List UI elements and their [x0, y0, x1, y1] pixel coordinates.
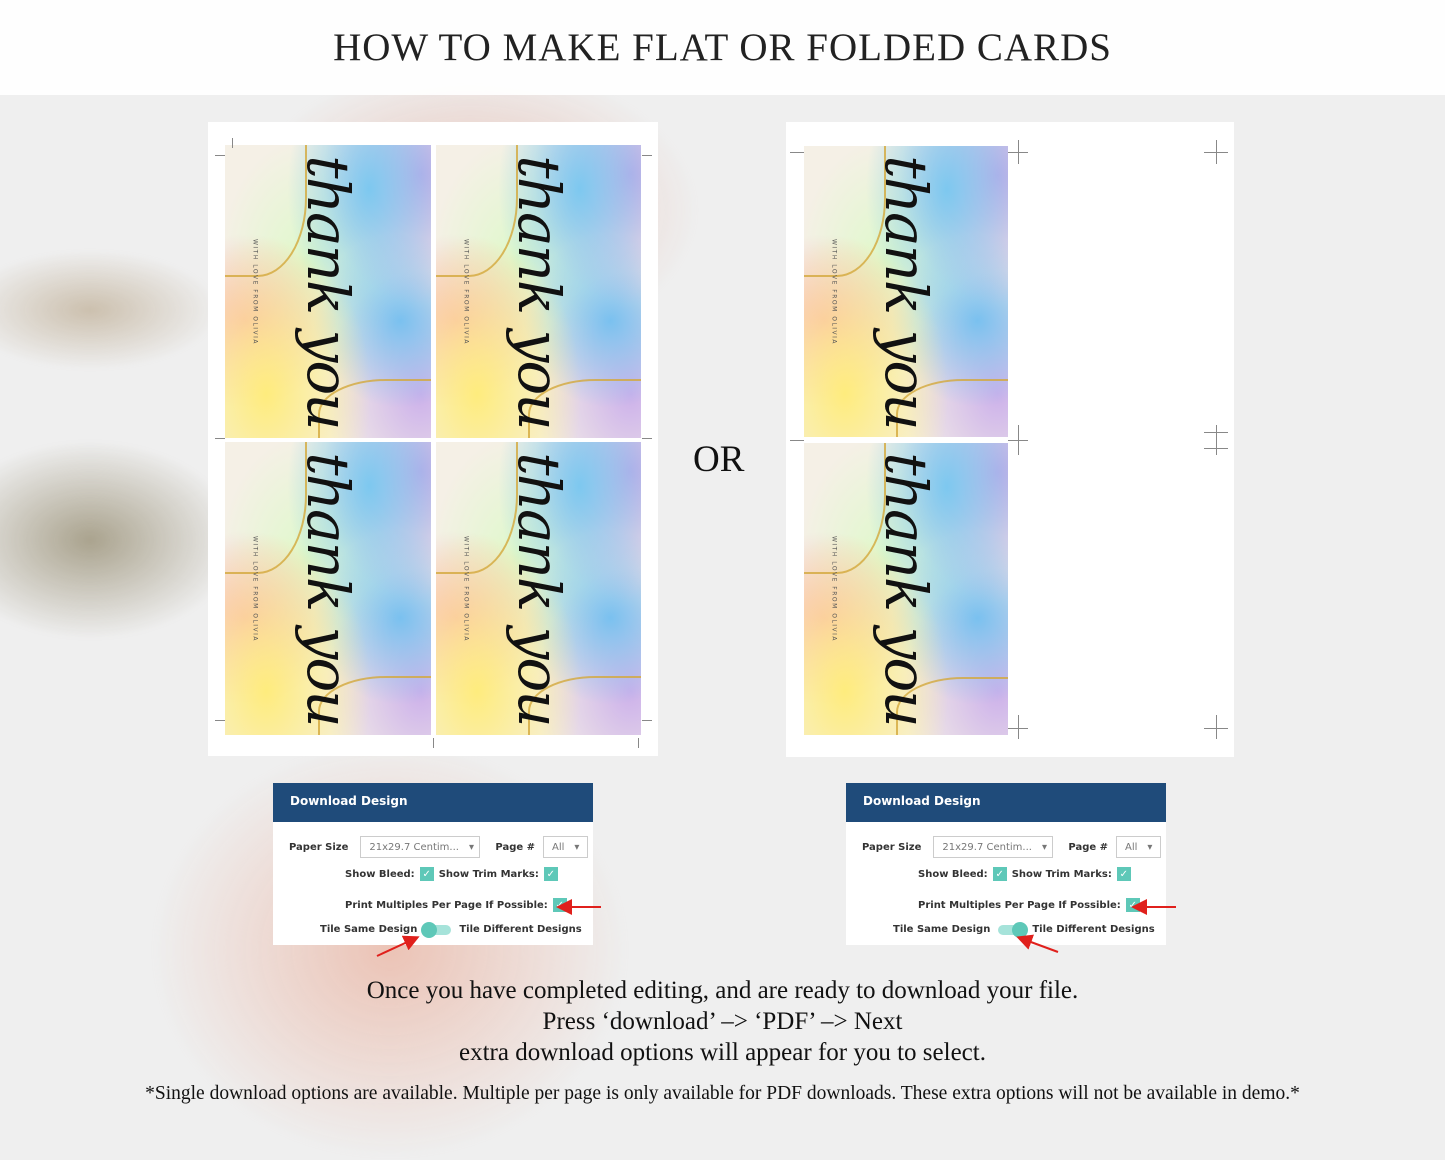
- paper-size-label: Paper Size: [289, 841, 349, 853]
- panel-header: Download Design: [273, 783, 593, 822]
- show-trim-checkbox[interactable]: ✓: [1116, 867, 1131, 881]
- show-bleed-checkbox[interactable]: ✓: [419, 867, 434, 881]
- trim-mark: [1204, 152, 1228, 153]
- paper-size-value: 21x29.7 Centim...: [942, 841, 1032, 853]
- trim-mark: [232, 138, 233, 148]
- thank-you-card: thank you WITH LOVE FROM OLIVIA: [225, 442, 431, 735]
- trim-mark: [790, 440, 804, 441]
- show-bleed-checkbox[interactable]: ✓: [992, 867, 1007, 881]
- or-separator: OR: [693, 439, 745, 480]
- thank-you-card: thank you WITH LOVE FROM OLIVIA: [804, 146, 1008, 437]
- page-label: Page #: [495, 841, 536, 853]
- trim-mark: [790, 152, 804, 153]
- arrow-icon: [376, 935, 420, 957]
- tile-different-label: Tile Different Designs: [459, 924, 582, 935]
- page-title: HOW TO MAKE FLAT OR FOLDED CARDS: [333, 26, 1112, 69]
- trim-mark: [642, 155, 652, 156]
- gold-foil: [317, 379, 431, 438]
- footnote: *Single download options are available. …: [145, 1083, 1300, 1104]
- trim-mark: [215, 438, 225, 439]
- tile-different-label: Tile Different Designs: [1032, 924, 1155, 935]
- gold-foil: [528, 379, 641, 438]
- tile-same-label: Tile Same Design: [320, 924, 418, 935]
- gold-foil: [804, 146, 886, 277]
- thank-you-card: thank you WITH LOVE FROM OLIVIA: [804, 443, 1008, 735]
- paper-size-select[interactable]: 21x29.7 Centim... ▾: [360, 836, 481, 858]
- trim-mark: [1204, 448, 1228, 449]
- show-bleed-label: Show Bleed:: [918, 868, 988, 880]
- tile-mode-toggle[interactable]: [421, 921, 452, 938]
- thank-you-card: thank you WITH LOVE FROM OLIVIA: [436, 145, 641, 438]
- trim-mark: [1018, 715, 1019, 739]
- page-select[interactable]: All ▾: [1116, 836, 1162, 858]
- multiples-label: Print Multiples Per Page If Possible:: [345, 899, 548, 911]
- page-value: All: [552, 841, 565, 853]
- chevron-down-icon: ▾: [468, 841, 474, 853]
- gold-foil: [528, 676, 641, 735]
- paper-size-value: 21x29.7 Centim...: [369, 841, 459, 853]
- chevron-down-icon: ▾: [1041, 841, 1047, 853]
- trim-mark: [642, 438, 652, 439]
- gold-foil: [895, 676, 1008, 735]
- chevron-down-icon: ▾: [1147, 841, 1153, 853]
- trim-mark: [1216, 425, 1217, 455]
- trim-mark: [215, 155, 225, 156]
- instruction-line: Press ‘download’ –> ‘PDF’ –> Next: [542, 1008, 903, 1035]
- show-bleed-label: Show Bleed:: [345, 868, 415, 880]
- trim-mark: [642, 720, 652, 721]
- panel-header: Download Design: [846, 783, 1166, 822]
- trim-mark: [1204, 432, 1228, 433]
- background-stem: [0, 440, 240, 640]
- tile-mode-toggle[interactable]: [998, 921, 1029, 938]
- header: HOW TO MAKE FLAT OR FOLDED CARDS: [0, 0, 1445, 95]
- annotation-arrows: [376, 899, 1176, 957]
- show-trim-label: Show Trim Marks:: [438, 868, 539, 880]
- trim-mark: [433, 738, 434, 748]
- trim-mark: [1008, 728, 1028, 729]
- trim-mark: [1216, 715, 1217, 739]
- background-stem: [0, 250, 220, 370]
- trim-mark: [1008, 440, 1028, 441]
- instruction-line: extra download options will appear for y…: [459, 1039, 986, 1066]
- paper-size-select[interactable]: 21x29.7 Centim... ▾: [933, 836, 1054, 858]
- download-design-panel: Download Design Paper Size 21x29.7 Centi…: [273, 783, 593, 945]
- instruction-line: Once you have completed editing, and are…: [366, 977, 1079, 1004]
- gold-foil: [436, 145, 518, 277]
- gold-foil: [895, 378, 1008, 437]
- gold-foil: [436, 442, 518, 574]
- page-value: All: [1125, 841, 1138, 853]
- trim-mark: [1008, 152, 1028, 153]
- gold-foil: [317, 676, 431, 735]
- chevron-down-icon: ▾: [574, 841, 580, 853]
- thank-you-card: thank you WITH LOVE FROM OLIVIA: [225, 145, 431, 438]
- page-select[interactable]: All ▾: [543, 836, 589, 858]
- show-trim-checkbox[interactable]: ✓: [543, 867, 558, 881]
- thank-you-card: thank you WITH LOVE FROM OLIVIA: [436, 442, 641, 735]
- arrow-icon: [1016, 934, 1059, 953]
- tile-same-label: Tile Same Design: [893, 924, 991, 935]
- page-label: Page #: [1068, 841, 1109, 853]
- trim-mark: [1204, 728, 1228, 729]
- download-design-panel: Download Design Paper Size 21x29.7 Centi…: [846, 783, 1166, 945]
- trim-mark: [215, 720, 225, 721]
- paper-size-label: Paper Size: [862, 841, 922, 853]
- multiples-label: Print Multiples Per Page If Possible:: [918, 899, 1121, 911]
- trim-mark: [638, 738, 639, 748]
- show-trim-label: Show Trim Marks:: [1011, 868, 1112, 880]
